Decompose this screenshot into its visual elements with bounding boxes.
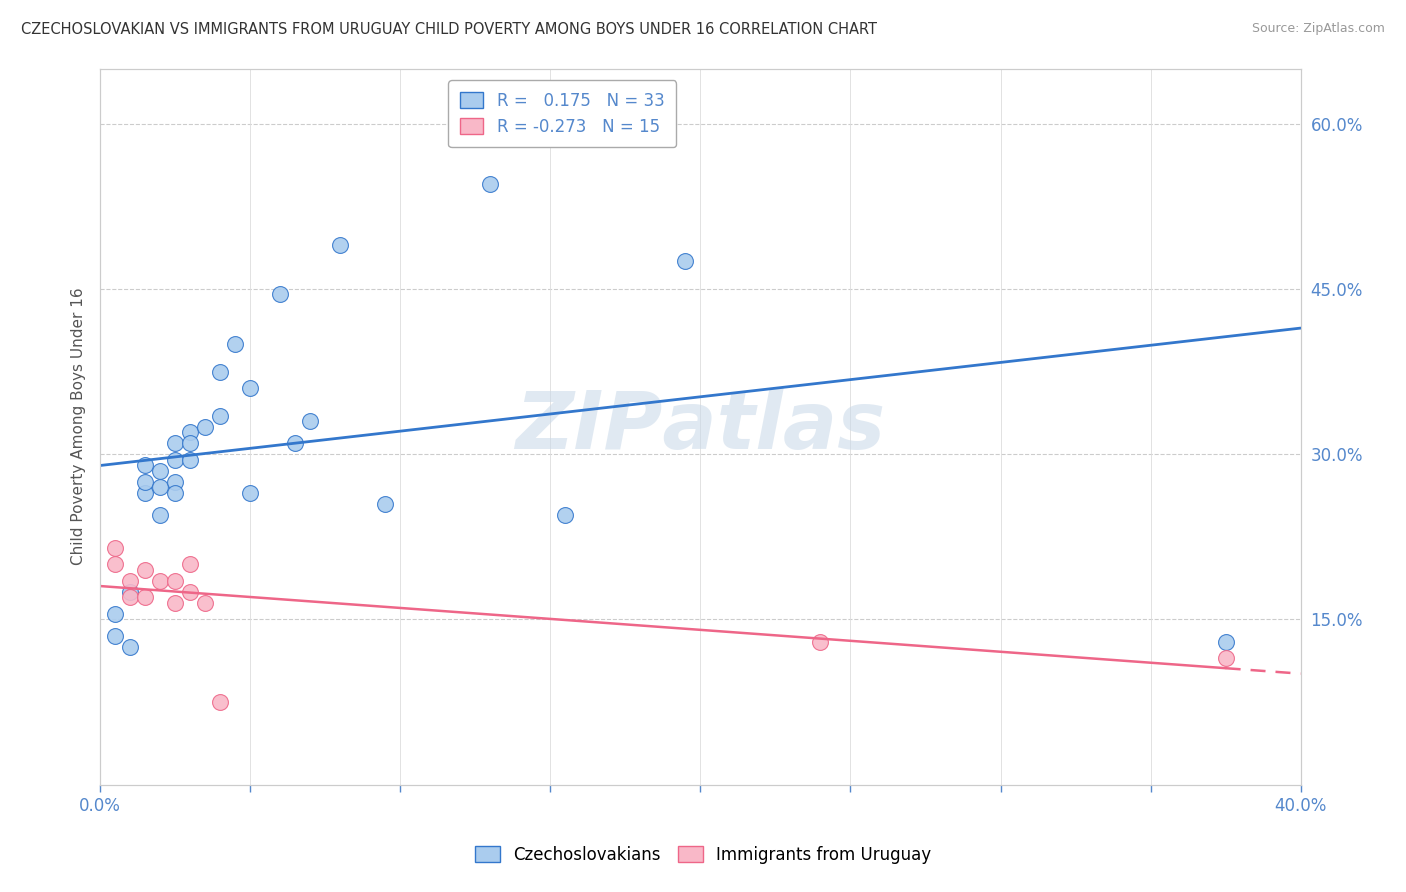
- Point: [194, 596, 217, 610]
- Point: [284, 436, 307, 450]
- Point: [239, 381, 262, 395]
- Text: Source: ZipAtlas.com: Source: ZipAtlas.com: [1251, 22, 1385, 36]
- Point: [179, 558, 201, 572]
- Point: [1215, 634, 1237, 648]
- Point: [134, 458, 156, 473]
- Point: [149, 574, 172, 588]
- Point: [120, 585, 142, 599]
- Point: [149, 464, 172, 478]
- Point: [120, 591, 142, 605]
- Text: ZIP​atlas: ZIP​atlas: [516, 388, 886, 466]
- Point: [165, 475, 187, 489]
- Point: [104, 607, 127, 621]
- Point: [179, 452, 201, 467]
- Point: [120, 640, 142, 654]
- Y-axis label: Child Poverty Among Boys Under 16: Child Poverty Among Boys Under 16: [72, 288, 86, 566]
- Point: [179, 436, 201, 450]
- Point: [224, 337, 246, 351]
- Point: [165, 596, 187, 610]
- Point: [104, 629, 127, 643]
- Point: [179, 425, 201, 439]
- Point: [149, 508, 172, 522]
- Point: [120, 574, 142, 588]
- Point: [104, 541, 127, 555]
- Point: [165, 452, 187, 467]
- Point: [165, 574, 187, 588]
- Point: [374, 497, 396, 511]
- Point: [209, 695, 232, 709]
- Point: [149, 480, 172, 494]
- Text: CZECHOSLOVAKIAN VS IMMIGRANTS FROM URUGUAY CHILD POVERTY AMONG BOYS UNDER 16 COR: CZECHOSLOVAKIAN VS IMMIGRANTS FROM URUGU…: [21, 22, 877, 37]
- Point: [134, 485, 156, 500]
- Point: [239, 485, 262, 500]
- Point: [299, 414, 322, 428]
- Point: [614, 111, 637, 125]
- Legend: R =   0.175   N = 33, R = -0.273   N = 15: R = 0.175 N = 33, R = -0.273 N = 15: [449, 80, 676, 147]
- Point: [134, 591, 156, 605]
- Point: [1215, 651, 1237, 665]
- Point: [179, 585, 201, 599]
- Point: [479, 178, 502, 192]
- Point: [194, 419, 217, 434]
- Point: [269, 287, 291, 301]
- Point: [165, 436, 187, 450]
- Legend: Czechoslovakians, Immigrants from Uruguay: Czechoslovakians, Immigrants from Urugua…: [468, 839, 938, 871]
- Point: [554, 508, 576, 522]
- Point: [209, 365, 232, 379]
- Point: [165, 485, 187, 500]
- Point: [134, 563, 156, 577]
- Point: [673, 254, 696, 268]
- Point: [134, 475, 156, 489]
- Point: [329, 237, 352, 252]
- Point: [810, 634, 832, 648]
- Point: [104, 558, 127, 572]
- Point: [209, 409, 232, 423]
